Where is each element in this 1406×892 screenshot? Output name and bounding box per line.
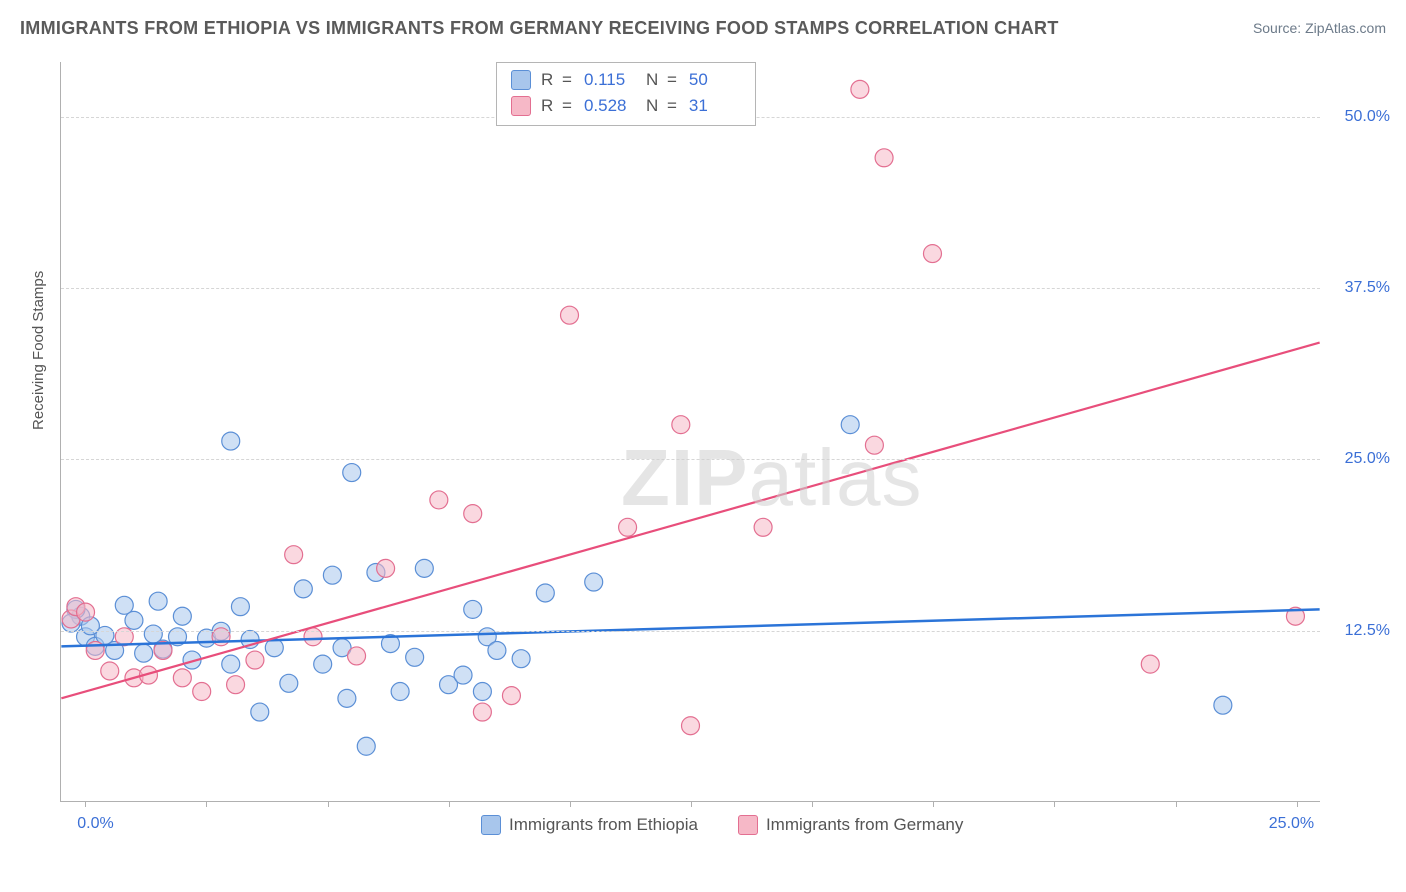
source-attribution: Source: ZipAtlas.com: [1253, 20, 1386, 36]
data-point: [338, 689, 356, 707]
r-value: 0.115: [584, 70, 636, 90]
x-tick-label: 25.0%: [1269, 815, 1314, 833]
data-point: [193, 683, 211, 701]
r-label: R =: [541, 70, 574, 90]
y-tick-label: 12.5%: [1330, 622, 1390, 640]
data-point: [125, 611, 143, 629]
x-tick-mark: [449, 801, 450, 807]
data-point: [430, 491, 448, 509]
data-point: [227, 676, 245, 694]
plot-area: ZIPatlas R = 0.115 N = 50 R = 0.528 N = …: [60, 62, 1320, 802]
x-tick-mark: [1054, 801, 1055, 807]
swatch-icon: [511, 70, 531, 90]
data-point: [454, 666, 472, 684]
y-axis-title: Receiving Food Stamps: [30, 271, 47, 430]
n-label: N =: [646, 70, 679, 90]
data-point: [294, 580, 312, 598]
data-point: [391, 683, 409, 701]
legend-label: Immigrants from Germany: [766, 815, 963, 835]
data-point: [222, 432, 240, 450]
x-tick-mark: [1176, 801, 1177, 807]
data-point: [314, 655, 332, 673]
data-point: [173, 607, 191, 625]
data-point: [406, 648, 424, 666]
data-point: [488, 641, 506, 659]
x-tick-mark: [691, 801, 692, 807]
data-point: [77, 603, 95, 621]
correlation-legend: R = 0.115 N = 50 R = 0.528 N = 31: [496, 62, 756, 126]
data-point: [348, 647, 366, 665]
data-point: [377, 559, 395, 577]
swatch-icon: [511, 96, 531, 116]
gridline: [61, 288, 1320, 289]
y-tick-label: 37.5%: [1330, 279, 1390, 297]
data-point: [1141, 655, 1159, 673]
n-value: 31: [689, 96, 741, 116]
x-tick-mark: [328, 801, 329, 807]
data-point: [323, 566, 341, 584]
data-point: [851, 80, 869, 98]
n-value: 50: [689, 70, 741, 90]
data-point: [473, 683, 491, 701]
swatch-icon: [738, 815, 758, 835]
data-point: [585, 573, 603, 591]
data-point: [1214, 696, 1232, 714]
data-point: [682, 717, 700, 735]
data-point: [512, 650, 530, 668]
data-point: [222, 655, 240, 673]
x-tick-mark: [206, 801, 207, 807]
legend-item: Immigrants from Ethiopia: [481, 815, 698, 835]
data-point: [357, 737, 375, 755]
data-point: [173, 669, 191, 687]
regression-line: [61, 609, 1319, 646]
x-tick-label: 0.0%: [77, 815, 113, 833]
gridline: [61, 459, 1320, 460]
legend-label: Immigrants from Ethiopia: [509, 815, 698, 835]
chart-title: IMMIGRANTS FROM ETHIOPIA VS IMMIGRANTS F…: [20, 18, 1059, 39]
data-point: [875, 149, 893, 167]
legend-row: R = 0.115 N = 50: [511, 67, 741, 93]
data-point: [135, 644, 153, 662]
data-point: [464, 600, 482, 618]
regression-line: [61, 343, 1319, 699]
data-point: [415, 559, 433, 577]
data-point: [841, 416, 859, 434]
y-tick-label: 25.0%: [1330, 450, 1390, 468]
x-tick-mark: [1297, 801, 1298, 807]
data-point: [101, 662, 119, 680]
data-point: [672, 416, 690, 434]
data-point: [285, 546, 303, 564]
data-point: [149, 592, 167, 610]
y-tick-label: 50.0%: [1330, 108, 1390, 126]
n-label: N =: [646, 96, 679, 116]
data-point: [536, 584, 554, 602]
x-tick-mark: [933, 801, 934, 807]
data-point: [246, 651, 264, 669]
data-point: [464, 505, 482, 523]
data-point: [923, 245, 941, 263]
series-legend: Immigrants from Ethiopia Immigrants from…: [481, 815, 963, 835]
data-point: [865, 436, 883, 454]
data-point: [473, 703, 491, 721]
data-point: [561, 306, 579, 324]
data-point: [619, 518, 637, 536]
data-point: [280, 674, 298, 692]
data-point: [251, 703, 269, 721]
gridline: [61, 631, 1320, 632]
data-point: [231, 598, 249, 616]
data-point: [502, 687, 520, 705]
data-point: [343, 464, 361, 482]
x-tick-mark: [570, 801, 571, 807]
legend-item: Immigrants from Germany: [738, 815, 963, 835]
r-value: 0.528: [584, 96, 636, 116]
data-point: [754, 518, 772, 536]
swatch-icon: [481, 815, 501, 835]
x-tick-mark: [85, 801, 86, 807]
r-label: R =: [541, 96, 574, 116]
legend-row: R = 0.528 N = 31: [511, 93, 741, 119]
x-tick-mark: [812, 801, 813, 807]
scatter-svg: [61, 62, 1320, 801]
